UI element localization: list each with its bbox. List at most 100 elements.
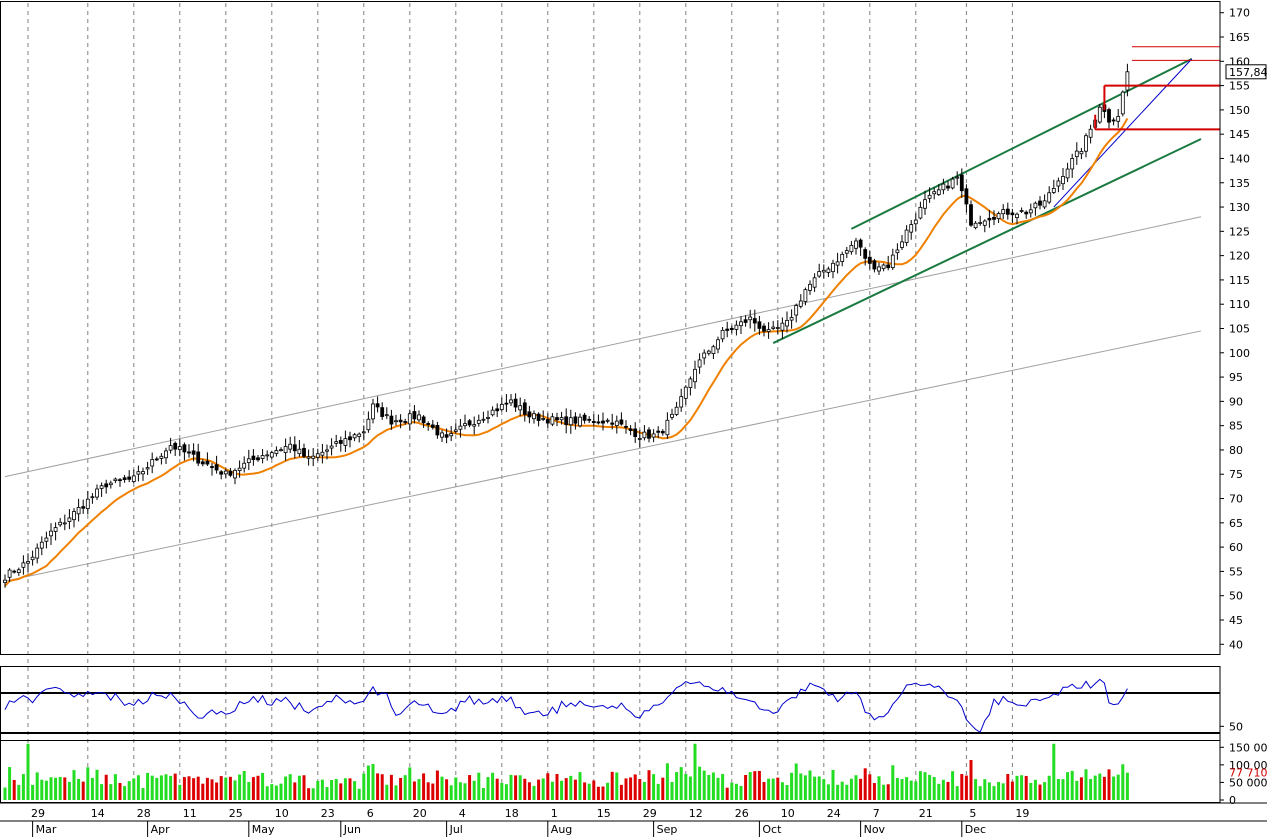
- volume-bar: [445, 779, 449, 800]
- candle-body: [697, 359, 702, 368]
- candle-body: [803, 289, 808, 302]
- volume-bar: [610, 771, 614, 800]
- date-tick-label: 15: [597, 807, 611, 820]
- candle-body: [591, 421, 596, 424]
- candle-body: [624, 425, 628, 428]
- trendline: [850, 57, 1193, 230]
- last-price-label: 157,84: [1229, 66, 1267, 79]
- volume-bar: [776, 777, 780, 800]
- volume-bar: [583, 782, 587, 800]
- candle-body: [481, 418, 486, 421]
- volume-bar: [8, 767, 12, 800]
- volume-bar: [937, 783, 941, 800]
- volume-bar: [596, 786, 600, 800]
- volume-bar: [624, 778, 628, 800]
- volume-bar: [629, 777, 633, 800]
- candle-body: [315, 453, 320, 458]
- volume-bar: [357, 788, 361, 800]
- candle-body: [444, 434, 449, 438]
- candle-body: [357, 433, 362, 437]
- candle-body: [886, 264, 891, 269]
- volume-bar: [665, 763, 669, 800]
- volume-bar: [192, 778, 196, 800]
- y-tick-label: 135: [1229, 177, 1250, 190]
- volume-bar: [339, 783, 343, 800]
- volume-bar: [394, 785, 398, 800]
- y-tick-label: 150: [1229, 104, 1250, 117]
- candlesticks: [3, 63, 1130, 588]
- trendline: [4, 330, 1202, 582]
- volume-bar: [1020, 775, 1024, 800]
- volume-bar: [813, 776, 817, 800]
- volume-bar: [550, 781, 554, 800]
- candle-body: [81, 506, 86, 509]
- volume-bar: [826, 784, 830, 800]
- month-label: Apr: [151, 823, 171, 836]
- candle-body: [605, 419, 610, 422]
- volume-bar: [661, 777, 665, 800]
- volume-bar: [1001, 783, 1005, 800]
- volume-bar: [845, 784, 849, 800]
- volume-bar: [744, 774, 748, 800]
- candle-body: [578, 416, 582, 427]
- candle-body: [21, 562, 26, 568]
- candle-body: [1024, 211, 1029, 215]
- candle-body: [610, 422, 615, 425]
- candle-body: [366, 418, 371, 431]
- volume-bar: [684, 773, 688, 800]
- volume-bar: [380, 774, 384, 800]
- candle-body: [706, 350, 711, 354]
- volume-bar: [417, 779, 421, 800]
- volume-bar: [532, 785, 536, 800]
- volume-bar: [1070, 770, 1074, 800]
- candle-body: [794, 305, 799, 316]
- y-tick-label: 95: [1229, 371, 1243, 384]
- candle-body: [49, 530, 53, 537]
- volume-bar: [86, 767, 90, 800]
- volume-bar: [909, 780, 913, 800]
- volume-bar: [95, 769, 99, 800]
- volume-bar: [951, 771, 955, 800]
- volume-bar: [463, 783, 467, 800]
- candle-body: [872, 260, 877, 270]
- volume-bar: [527, 782, 531, 800]
- candle-body: [407, 413, 412, 425]
- volume-bar: [578, 772, 582, 800]
- candle-body: [964, 188, 969, 205]
- volume-bar: [155, 777, 159, 800]
- date-tick-label: 10: [275, 807, 289, 820]
- volume-bar: [854, 775, 858, 800]
- candle-body: [1015, 213, 1019, 218]
- candle-body: [1125, 71, 1130, 91]
- candle-body: [361, 431, 366, 434]
- volume-bar: [739, 785, 743, 800]
- volume-bar: [615, 772, 619, 800]
- volume-bar: [601, 786, 605, 800]
- volume-bar: [81, 781, 85, 800]
- trendline: [1053, 58, 1193, 208]
- candle-body: [1042, 200, 1047, 208]
- y-tick-label: 50: [1229, 590, 1243, 603]
- candle-body: [472, 424, 477, 427]
- volume-bar: [882, 784, 886, 800]
- volume-bar: [560, 780, 564, 800]
- candle-body: [982, 220, 987, 226]
- volume-bar: [362, 773, 366, 800]
- date-tick-label: 23: [321, 807, 335, 820]
- volume-bar: [31, 784, 35, 800]
- volume-bar: [716, 777, 720, 800]
- volume-bar: [127, 781, 131, 800]
- volume-bar: [1116, 774, 1120, 800]
- volume-bar: [946, 781, 950, 800]
- volume-bar: [353, 781, 357, 800]
- candle-body: [904, 229, 909, 243]
- volume-bars: [3, 743, 1129, 800]
- date-tick-label: 14: [91, 807, 105, 820]
- candle-body: [348, 436, 352, 441]
- trendline: [772, 138, 1202, 344]
- volume-bar: [491, 772, 495, 800]
- candle-body: [863, 249, 868, 259]
- date-tick-label: 29: [643, 807, 657, 820]
- volume-bar: [753, 771, 757, 800]
